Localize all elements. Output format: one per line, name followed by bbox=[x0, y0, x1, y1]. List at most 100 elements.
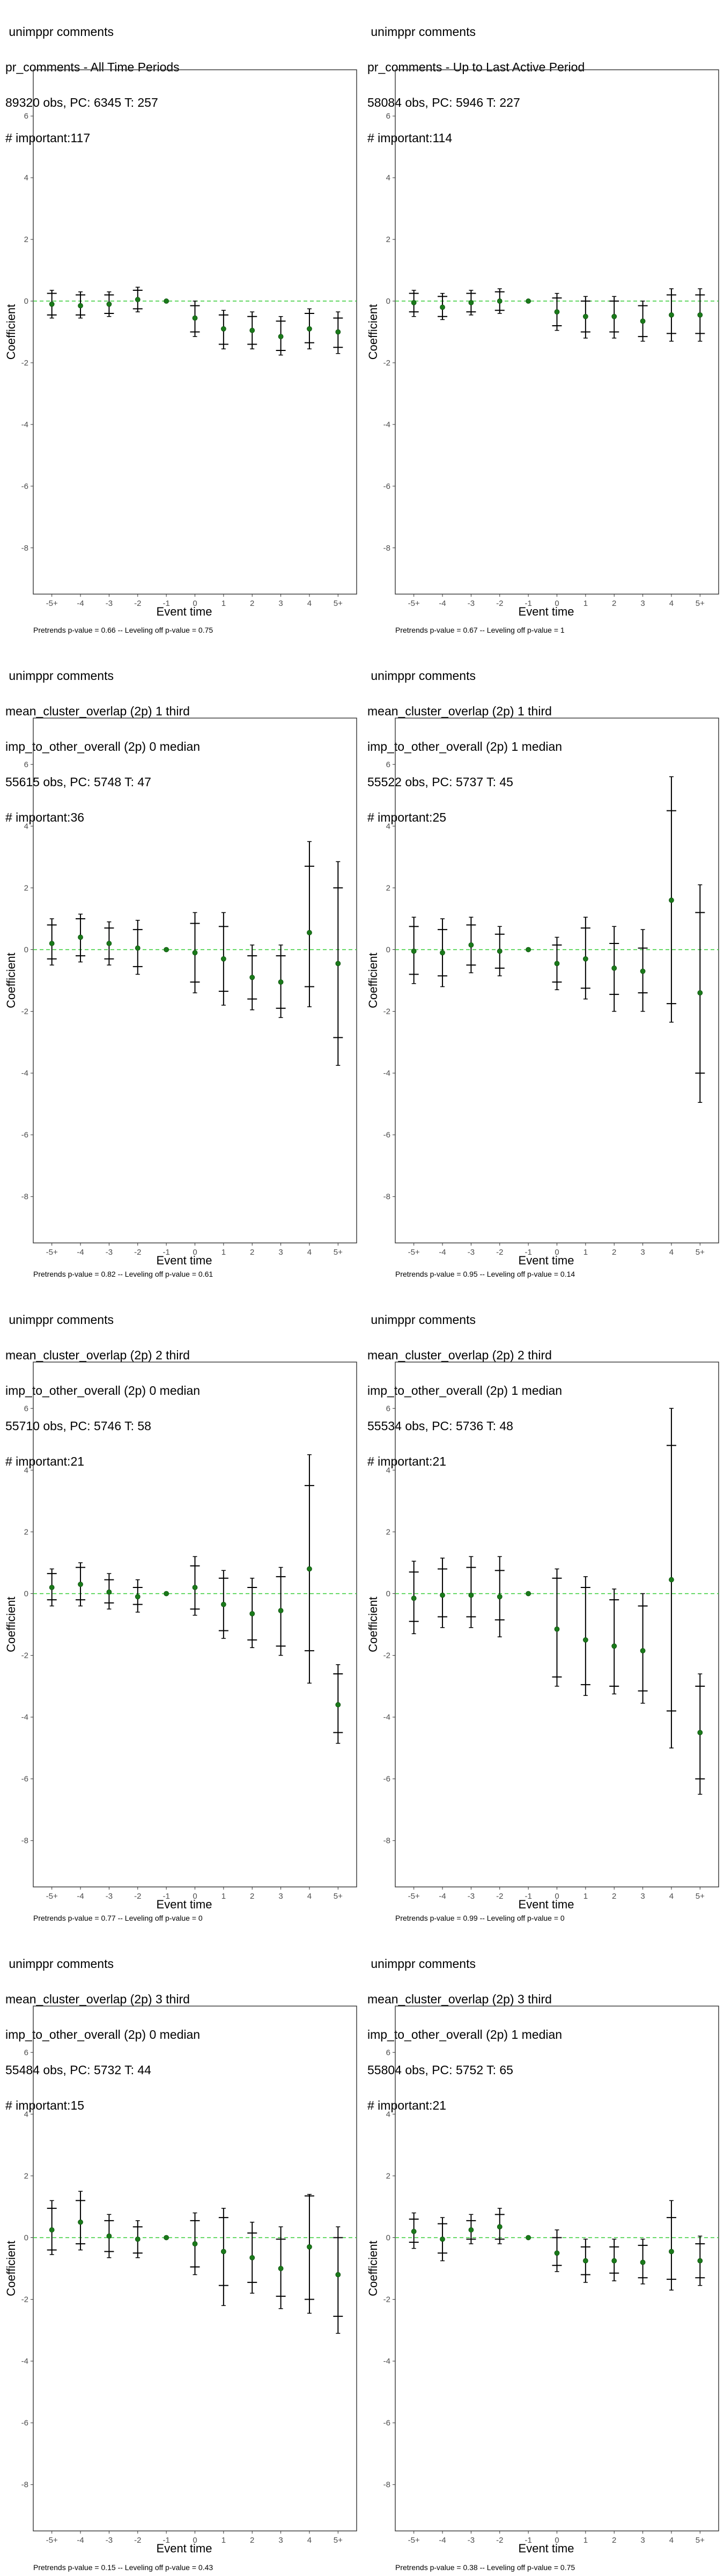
plot-svg: -8 -6 -4 -2 0 2 4 6 -5+ -4 -3 -2 -1 0 1 2 3 4 5+ Event time… bbox=[4, 1362, 357, 1911]
point-estimate bbox=[106, 1589, 112, 1595]
point-estimate bbox=[220, 1601, 226, 1607]
x-tick-label: 5+ bbox=[696, 599, 705, 608]
x-tick-label: 3 bbox=[278, 2536, 283, 2545]
point-estimate bbox=[554, 2250, 560, 2256]
x-tick-label: -5+ bbox=[46, 1248, 58, 1257]
x-tick-label: 3 bbox=[640, 1892, 645, 1901]
x-tick-label: 3 bbox=[640, 1248, 645, 1257]
point-estimate bbox=[335, 329, 341, 335]
title-line: imp_to_other_overall (2p) 1 median bbox=[367, 740, 563, 753]
point-estimate bbox=[640, 968, 646, 974]
x-tick-label: -2 bbox=[134, 2536, 141, 2545]
x-tick-label: -4 bbox=[77, 1892, 84, 1901]
x-tick-label: 0 bbox=[193, 599, 197, 608]
point-estimate bbox=[249, 327, 255, 333]
x-tick-label: 2 bbox=[612, 1892, 616, 1901]
chart-title: unimppr comments mean_cluster_overlap (2… bbox=[367, 1934, 562, 2135]
x-tick-label: 5+ bbox=[334, 1248, 343, 1257]
x-tick-label: 1 bbox=[221, 599, 226, 608]
x-tick-label: 2 bbox=[612, 2536, 616, 2545]
chart-panel: unimppr comments mean_cluster_overlap (2… bbox=[362, 1932, 724, 2576]
y-tick-label: 2 bbox=[386, 235, 390, 244]
x-tick-label: 4 bbox=[669, 1892, 674, 1901]
x-tick-label: 1 bbox=[583, 1248, 588, 1257]
y-tick-label: 0 bbox=[386, 945, 390, 954]
y-tick-label: -4 bbox=[383, 1069, 390, 1078]
x-tick-label: 5+ bbox=[696, 1892, 705, 1901]
point-estimate bbox=[582, 1637, 588, 1643]
x-tick-label: -4 bbox=[77, 599, 84, 608]
point-estimate bbox=[640, 318, 646, 324]
x-tick-label: 3 bbox=[640, 599, 645, 608]
point-estimate bbox=[192, 2241, 198, 2246]
x-tick-label: -5+ bbox=[46, 599, 58, 608]
plot-svg: -8 -6 -4 -2 0 2 4 6 -5+ -4 -3 -2 -1 0 1 2 3 4 5+ Event time… bbox=[4, 718, 357, 1267]
y-tick-label: -6 bbox=[21, 482, 28, 491]
y-tick-label: 6 bbox=[24, 112, 28, 121]
x-tick-label: -2 bbox=[496, 1892, 503, 1901]
title-line: pr_comments - Up to Last Active Period bbox=[367, 60, 585, 74]
x-tick-label: -1 bbox=[162, 1248, 169, 1257]
point-estimate bbox=[135, 1594, 141, 1600]
point-estimate bbox=[497, 298, 503, 304]
x-tick-label: 0 bbox=[555, 599, 559, 608]
pvalue-note: Pretrends p-value = 0.15 -- Leveling off… bbox=[33, 2563, 213, 2572]
title-line: mean_cluster_overlap (2p) 2 third bbox=[5, 1348, 190, 1362]
x-tick-label: -4 bbox=[439, 1248, 446, 1257]
title-line: # important:21 bbox=[5, 1454, 85, 1468]
chart-title: unimppr comments mean_cluster_overlap (2… bbox=[5, 1934, 200, 2135]
x-tick-label: 4 bbox=[669, 2536, 674, 2545]
x-tick-label: -1 bbox=[524, 1892, 531, 1901]
point-estimate bbox=[192, 1585, 198, 1590]
point-estimate bbox=[106, 2233, 112, 2239]
pvalue-note: Pretrends p-value = 0.95 -- Leveling off… bbox=[395, 1270, 575, 1278]
x-tick-label: 1 bbox=[583, 599, 588, 608]
y-tick-label: -4 bbox=[21, 1069, 28, 1078]
point-estimate bbox=[106, 941, 112, 946]
x-tick-label: -2 bbox=[134, 1248, 141, 1257]
title-line: imp_to_other_overall (2p) 0 median bbox=[5, 1384, 201, 1397]
title-line: unimppr comments bbox=[367, 1957, 476, 1971]
point-estimate bbox=[611, 1643, 617, 1649]
x-tick-label: -3 bbox=[106, 1892, 113, 1901]
x-tick-label: 0 bbox=[193, 1248, 197, 1257]
y-tick-label: 6 bbox=[386, 760, 390, 769]
x-tick-label: 3 bbox=[278, 599, 283, 608]
point-estimate bbox=[164, 2235, 169, 2241]
title-line: pr_comments - All Time Periods bbox=[5, 60, 180, 74]
title-line: # important:25 bbox=[367, 810, 447, 824]
x-tick-label: 1 bbox=[221, 1248, 226, 1257]
point-estimate bbox=[307, 2244, 312, 2250]
x-tick-label: -4 bbox=[77, 1248, 84, 1257]
y-tick-label: -2 bbox=[383, 1651, 390, 1660]
point-estimate bbox=[106, 301, 112, 307]
title-line: mean_cluster_overlap (2p) 3 third bbox=[5, 1992, 190, 2006]
x-tick-label: 1 bbox=[583, 1892, 588, 1901]
y-tick-label: -8 bbox=[383, 544, 390, 553]
x-tick-label: -3 bbox=[106, 2536, 113, 2545]
point-estimate bbox=[554, 961, 560, 967]
point-estimate bbox=[468, 1592, 474, 1598]
point-estimate bbox=[468, 942, 474, 948]
x-tick-label: 0 bbox=[555, 1892, 559, 1901]
point-estimate bbox=[526, 947, 531, 953]
x-tick-label: 5+ bbox=[696, 1248, 705, 1257]
point-estimate bbox=[640, 2259, 646, 2265]
point-estimate bbox=[697, 312, 703, 318]
title-line: 55710 obs, PC: 5746 T: 58 bbox=[5, 1419, 151, 1433]
y-axis-title: Coefficient bbox=[4, 304, 18, 360]
x-tick-label: -2 bbox=[496, 2536, 503, 2545]
y-tick-label: 0 bbox=[24, 297, 28, 306]
chart-title: unimppr comments mean_cluster_overlap (2… bbox=[5, 646, 200, 847]
point-estimate bbox=[440, 304, 445, 310]
title-line: 58084 obs, PC: 5946 T: 227 bbox=[367, 96, 520, 109]
x-tick-label: -1 bbox=[524, 2536, 531, 2545]
title-line: # important:117 bbox=[5, 131, 91, 145]
point-estimate bbox=[278, 979, 284, 985]
title-line: imp_to_other_overall (2p) 0 median bbox=[5, 740, 201, 753]
point-estimate bbox=[526, 2235, 531, 2241]
y-axis-title: Coefficient bbox=[366, 2241, 380, 2296]
chart-title: unimppr comments mean_cluster_overlap (2… bbox=[367, 1290, 562, 1491]
y-axis-title: Coefficient bbox=[366, 304, 380, 360]
point-estimate bbox=[582, 2258, 588, 2264]
